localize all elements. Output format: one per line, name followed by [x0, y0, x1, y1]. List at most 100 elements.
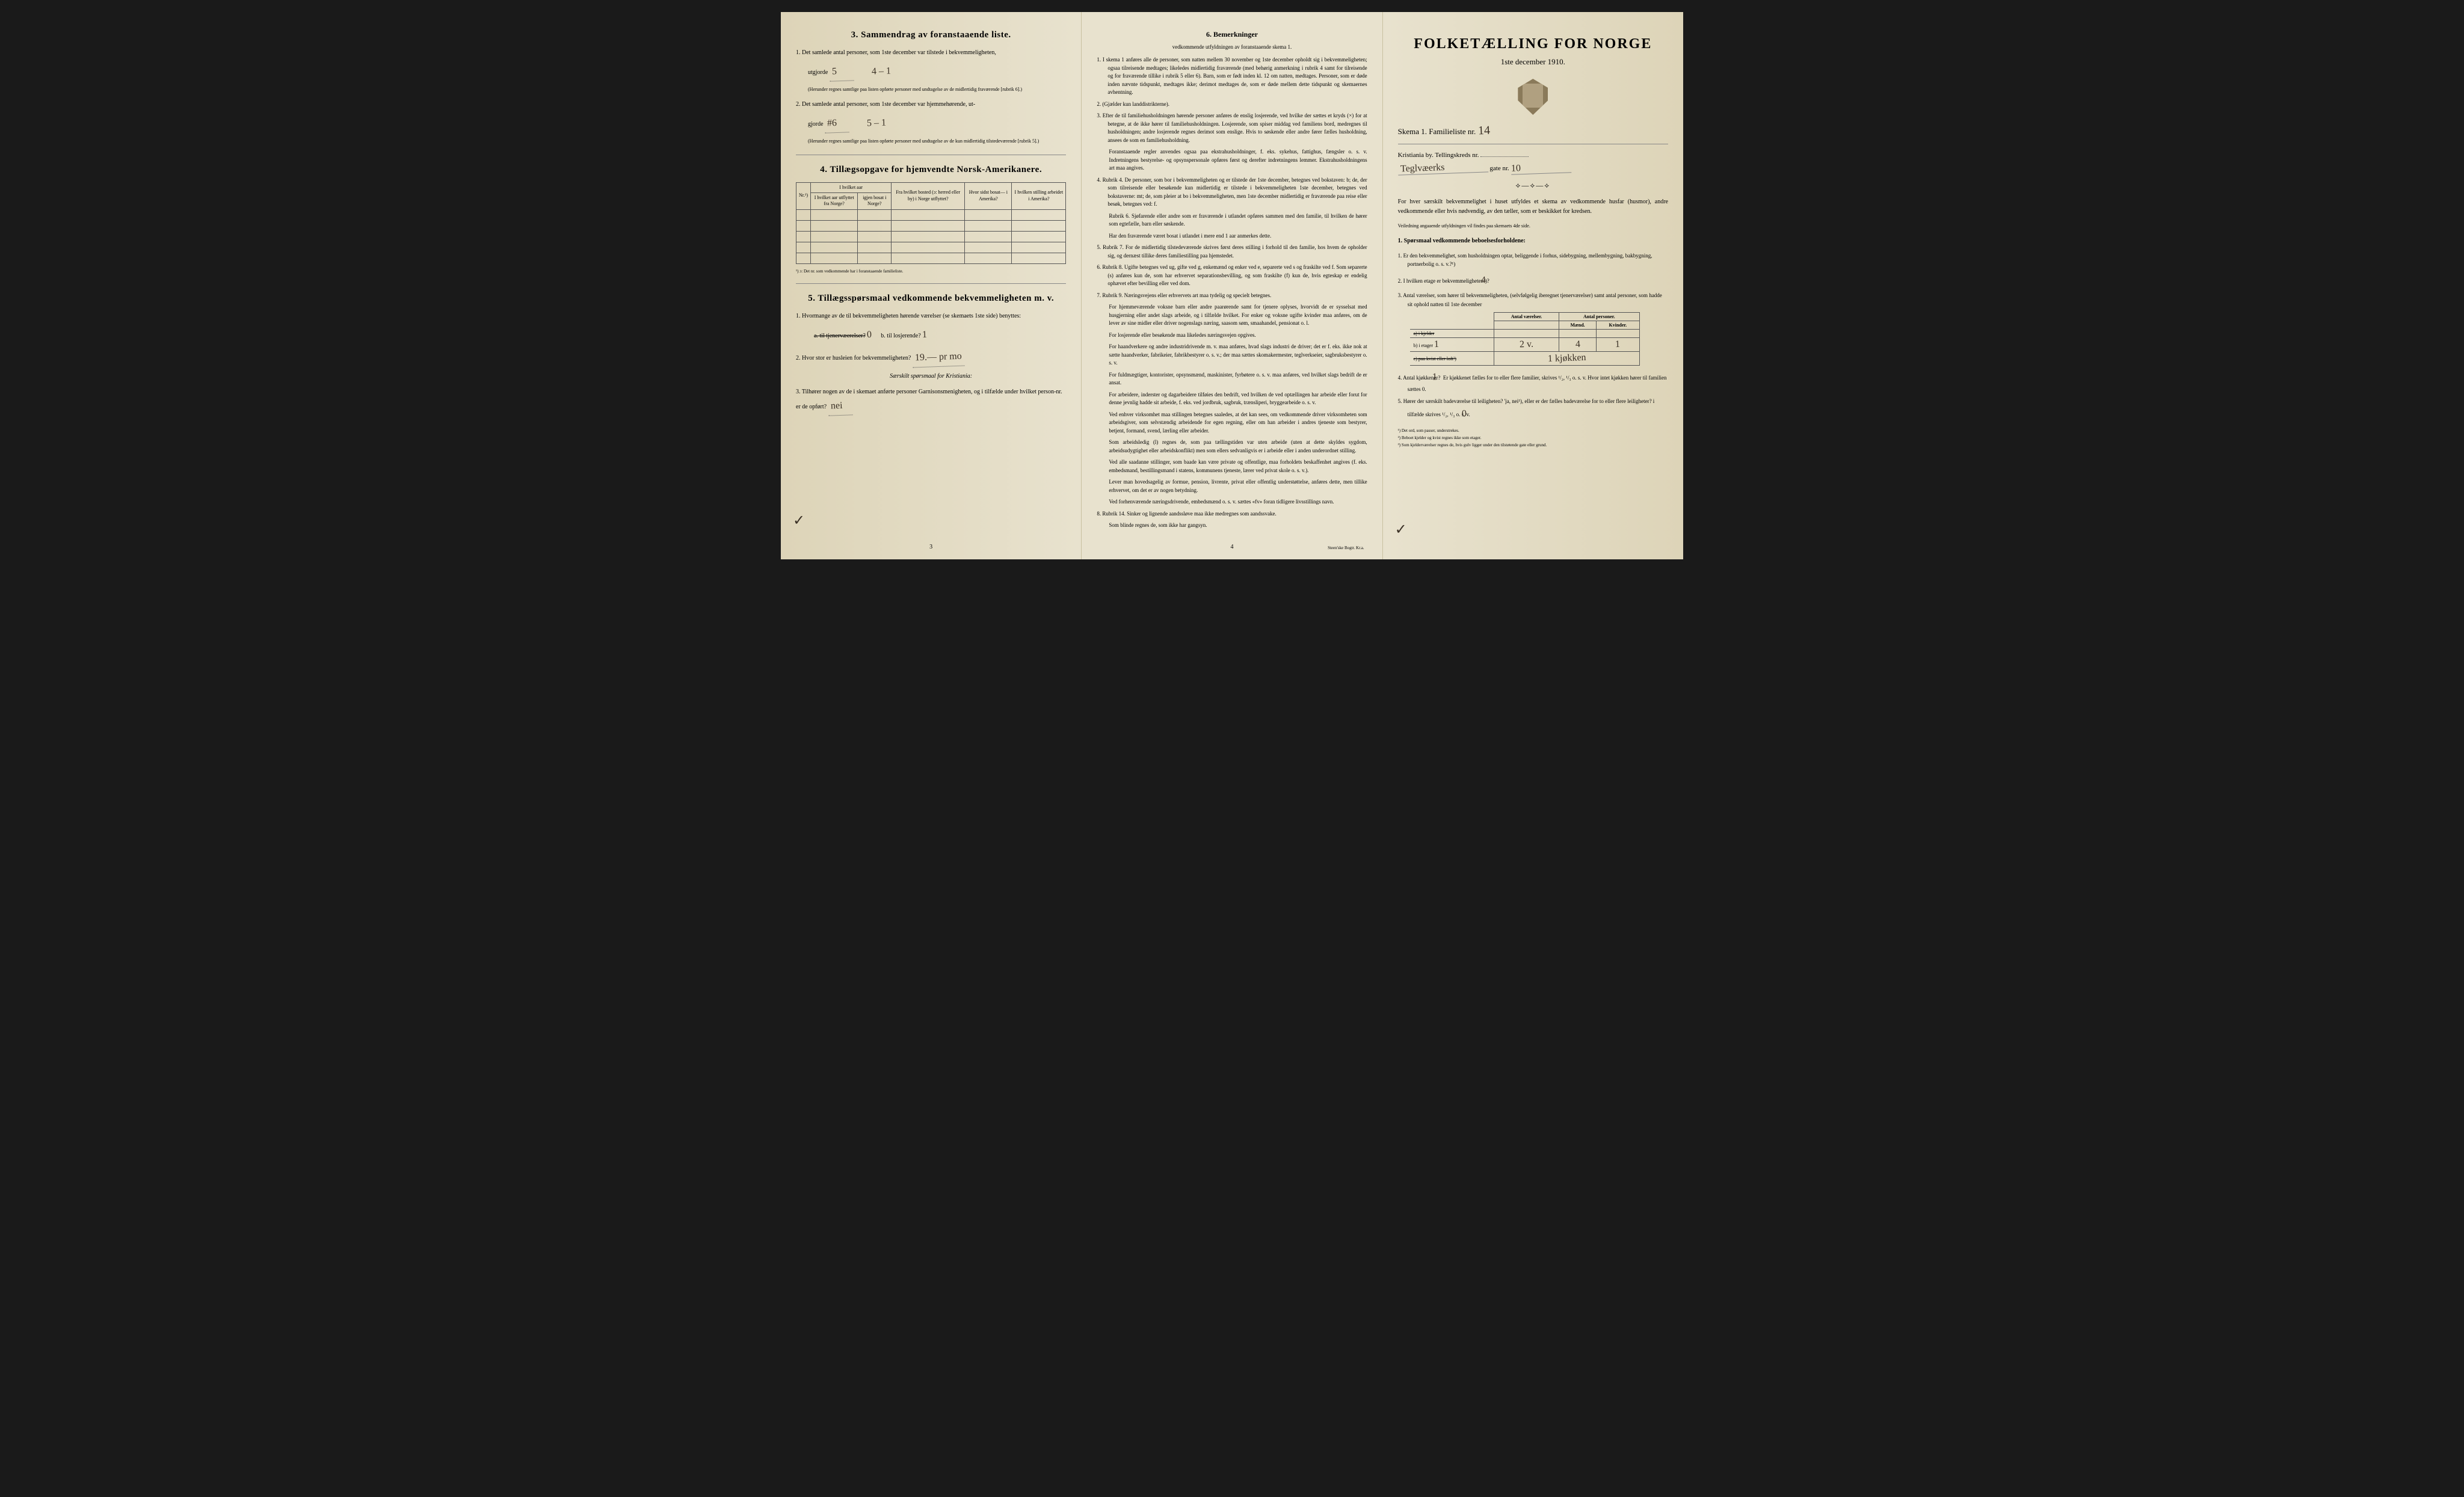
- street-value: Teglvæerks: [1397, 161, 1488, 175]
- mt-r2-hw: 1: [1434, 339, 1440, 350]
- s5-q1-ab: a. til tjenervæerelser? 0 b. til losjere…: [796, 327, 1066, 344]
- col-igjen: igjen bosat i Norge?: [858, 192, 892, 209]
- panel-page-1: FOLKETÆLLING FOR NORGE 1ste december 191…: [1383, 12, 1683, 559]
- intro-para-2: Veiledning angaaende utfyldningen vil fi…: [1398, 223, 1668, 230]
- section-6-title: 6. Bemerkninger: [1097, 30, 1367, 39]
- s3-q1-text: 1. Det samlede antal personer, som 1ste …: [796, 49, 996, 56]
- fn-2: ²) Beboet kjelder og kvist regnes ikke s…: [1398, 435, 1668, 441]
- s3-q2-answer: gjorde #6 5 – 1: [796, 115, 1066, 133]
- bem-7e: For fuldmægtiger, kontorister, opsynsmæn…: [1097, 371, 1367, 387]
- r-q4-value: 1: [1441, 369, 1442, 385]
- kreds-value: [1480, 156, 1529, 157]
- printer-credit: Steen'ske Bogtr. Kr.a.: [1328, 546, 1364, 550]
- checkmark-right: ✓: [1395, 521, 1407, 538]
- s3-q2-value: #6: [825, 114, 849, 133]
- page-num-4: 4: [1230, 544, 1233, 550]
- bem-5: 5. Rubrik 7. For de midlertidig tilstede…: [1097, 244, 1367, 260]
- bem-3b: Foranstaaende regler anvendes ogsaa paa …: [1097, 148, 1367, 173]
- col-hvor: Hvor sidst bosat— i Amerika?: [965, 182, 1012, 209]
- mt-sh-kvinder: Kvinder.: [1597, 321, 1639, 330]
- s4-footnote: ¹) ɔ: Det nr. som vedkommende har i fora…: [796, 269, 1066, 274]
- bem-2: 2. (Gjælder kun landdistrikterne).: [1097, 100, 1367, 109]
- panel-page-3: 3. Sammendrag av foranstaaende liste. 1.…: [781, 12, 1082, 559]
- section-4-title: 4. Tillægsopgave for hjemvendte Norsk-Am…: [796, 165, 1066, 175]
- bem-8b: Som blinde regnes de, som ikke har gangs…: [1097, 521, 1367, 530]
- bem-3: 3. Efter de til familiehusholdningen hør…: [1097, 112, 1367, 144]
- mt-r2-vaer: 2 v.: [1520, 339, 1534, 351]
- bem-4c: Har den fraværende været bosat i utlande…: [1097, 232, 1367, 241]
- right-footnotes: ¹) Det ord, som passer, understrekes. ²)…: [1398, 428, 1668, 448]
- panel-page-4: 6. Bemerkninger vedkommende utfyldningen…: [1082, 12, 1382, 559]
- r-q5: 5. Hører der særskilt badeværelse til le…: [1398, 397, 1668, 421]
- census-document: 3. Sammendrag av foranstaaende liste. 1.…: [781, 12, 1683, 559]
- norsk-amerikanere-table: Nr.¹) I hvilket aar Fra hvilket bosted (…: [796, 182, 1066, 264]
- table-body: [796, 209, 1066, 263]
- r-q2-text: 2. I hvilken etage er bekvemmeligheten²)…: [1398, 278, 1489, 284]
- mt-h1: Antal værelser.: [1494, 313, 1559, 321]
- fn-1: ¹) Det ord, som passer, understrekes.: [1398, 428, 1668, 434]
- s3-q2-note: (Herunder regnes samtlige paa listen opf…: [796, 138, 1066, 145]
- mt-r2-kvinder: 1: [1615, 339, 1621, 350]
- r-q3: 3. Antal værelser, som hører til bekvemm…: [1398, 291, 1668, 309]
- bem-7j: Lever man hovedsagelig av formue, pensio…: [1097, 478, 1367, 494]
- col-aar-group: I hvilket aar: [811, 182, 892, 192]
- s5-q1b: b. til losjerende?: [881, 333, 920, 339]
- skema-line: Skema 1. Familieliste nr. 14: [1398, 124, 1668, 138]
- census-date: 1ste december 1910.: [1398, 57, 1668, 67]
- bem-7k: Ved forhenværende næringsdrivende, embed…: [1097, 498, 1367, 506]
- s3-q2-tally: 5 – 1: [867, 114, 887, 132]
- checkmark-left: ✓: [793, 512, 805, 529]
- s5-q1: 1. Hvormange av de til bekvemmeligheten …: [796, 311, 1066, 322]
- s5-q2-text: 2. Hvor stor er husleien for bekvemmelig…: [796, 355, 911, 361]
- section-1-title: 1. Spørsmaal vedkommende beboelsesforhol…: [1398, 236, 1668, 247]
- bem-7i: Ved alle saadanne stillinger, som baade …: [1097, 458, 1367, 475]
- s3-q1-tally: 4 – 1: [871, 63, 891, 81]
- r-q1: 1. Er den bekvemmelighet, som husholdnin…: [1398, 251, 1668, 269]
- s5-special: Særskilt spørsmaal for Kristiania:: [796, 371, 1066, 382]
- ornament: ⟡—⟡—⟡: [1398, 181, 1668, 190]
- coat-of-arms-icon: [1518, 79, 1548, 115]
- s5-q3-value: nei: [828, 398, 852, 416]
- s3-q1-value: 5: [829, 63, 854, 81]
- r-q5-text: 5. Hører der særskilt badeværelse til le…: [1398, 398, 1503, 404]
- skema-label: Skema 1. Familieliste nr.: [1398, 127, 1476, 136]
- s3-q2: 2. Det samlede antal personer, som 1ste …: [796, 99, 1066, 110]
- mt-r2-label: b) i etager 1: [1410, 338, 1494, 352]
- col-bosted: Fra hvilket bosted (ɔ: herred eller by) …: [892, 182, 965, 209]
- mt-r3-label: c) paa kvist eller loft³): [1410, 352, 1494, 366]
- s5-q1a-value: 0: [867, 327, 872, 344]
- intro-para: For hver særskilt bekvemmelighet i huset…: [1398, 197, 1668, 217]
- bem-7h: Som arbeidsledig (l) regnes de, som paa …: [1097, 438, 1367, 455]
- r-q4-rest: Er kjøkkenet fælles for to eller flere f…: [1408, 375, 1667, 392]
- section-5-title: 5. Tillægsspørsmaal vedkommende bekvemme…: [796, 294, 1066, 304]
- mt-r2-text: b) i etager: [1414, 343, 1433, 348]
- s5-q2-value: 19.— pr mo: [912, 348, 964, 367]
- bem-7d: For haandverkere og andre industridriven…: [1097, 343, 1367, 367]
- bem-7f: For arbeidere, inderster og dagarbeidere…: [1097, 391, 1367, 407]
- section-3-title: 3. Sammendrag av foranstaaende liste.: [796, 30, 1066, 40]
- bem-7b: For hjemmeværende voksne barn eller andr…: [1097, 303, 1367, 328]
- page-num-3: 3: [929, 544, 932, 550]
- main-title: FOLKETÆLLING FOR NORGE: [1398, 36, 1668, 52]
- street-line: Teglvæerks gate nr. 10: [1398, 162, 1668, 174]
- bem-4: 4. Rubrik 4. De personer, som bor i bekv…: [1097, 176, 1367, 209]
- vaerelser-table: Antal værelser. Antal personer. Mænd. Kv…: [1410, 312, 1640, 366]
- kristiania-label: Kristiania by. Tellingskreds nr.: [1398, 152, 1479, 159]
- col-stilling: I hvilken stilling arbeidet i Amerika?: [1012, 182, 1066, 209]
- bem-7g: Ved enhver virksomhet maa stillingen bet…: [1097, 411, 1367, 435]
- gate-value: 10: [1511, 161, 1571, 174]
- col-utflyttet: I hvilket aar utflyttet fra Norge?: [811, 192, 858, 209]
- bem-4b: Rubrik 6. Sjøfarende eller andre som er …: [1097, 212, 1367, 229]
- bem-7c: For losjerende eller besøkende maa likel…: [1097, 331, 1367, 340]
- fn-3: ³) Som kjelderværelser regnes de, hvis g…: [1398, 443, 1668, 449]
- mt-sh-maend: Mænd.: [1559, 321, 1596, 330]
- s5-q2: 2. Hvor stor er husleien for bekvemmelig…: [796, 349, 1066, 367]
- mt-r1-label: a) i kjelder: [1410, 330, 1494, 338]
- bem-1: 1. I skema 1 anføres alle de personer, s…: [1097, 56, 1367, 97]
- r-q5-hw: 0: [1471, 406, 1472, 422]
- mt-h2: Antal personer.: [1559, 313, 1639, 321]
- gate-label: gate nr.: [1489, 165, 1509, 172]
- skema-value: 14: [1477, 124, 1490, 138]
- r-q4: 4. Antal kjøkkener? 1 Er kjøkkenet fælle…: [1398, 369, 1668, 393]
- s3-q1-note: (Herunder regnes samtlige paa listen opf…: [796, 86, 1066, 93]
